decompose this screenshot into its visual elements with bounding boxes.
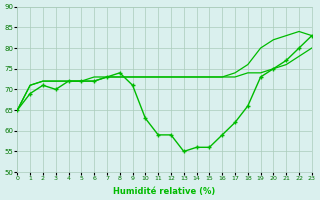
X-axis label: Humidité relative (%): Humidité relative (%): [114, 187, 216, 196]
